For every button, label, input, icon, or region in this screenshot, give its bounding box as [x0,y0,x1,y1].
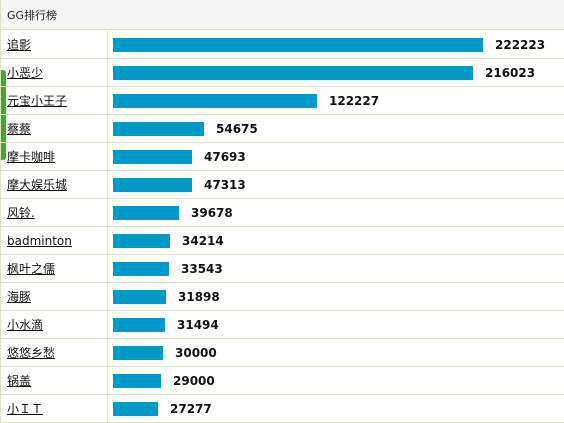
bar-cell: 27277 [109,395,564,422]
player-name-link[interactable]: badminton [7,233,72,248]
bar-cell: 31494 [109,311,564,338]
name-cell: 锅盖 [1,367,108,394]
score-value: 30000 [175,346,217,360]
bar-cell: 122227 [109,87,564,114]
bar-cell: 54675 [109,115,564,142]
panel-header: GG排行榜 [1,0,564,30]
player-name-link[interactable]: 海豚 [7,290,32,304]
score-value: 31898 [178,290,220,304]
score-bar [113,178,192,192]
ranking-row: 摩大娱乐城 47313 [1,171,564,199]
bar-cell: 47313 [109,171,564,198]
ranking-row: 小恶少 216023 [1,59,564,87]
score-value: 31494 [177,318,219,332]
player-name-link[interactable]: 追影 [7,38,32,52]
score-bar [113,318,165,332]
player-name-link[interactable]: 悠悠乡愁 [7,346,56,360]
score-bar [113,290,166,304]
name-cell: badminton [1,227,108,254]
score-bar [113,374,161,388]
player-name-link[interactable]: 小恶少 [7,66,44,80]
ranking-row: 摩卡咖啡 47693 [1,143,564,171]
ranking-row: 小水滴 31494 [1,311,564,339]
side-tab-handle[interactable] [1,70,6,160]
score-bar [113,122,204,136]
name-cell: 小ＩＴ [1,395,108,422]
score-value: 54675 [216,122,258,136]
ranking-row: 枫叶之儒 33543 [1,255,564,283]
score-bar [113,66,473,80]
score-value: 34214 [182,234,224,248]
ranking-row: 元宝小王子 122227 [1,87,564,115]
bar-cell: 222223 [109,31,564,58]
bar-cell: 31898 [109,283,564,310]
name-cell: 悠悠乡愁 [1,339,108,366]
bar-cell: 34214 [109,227,564,254]
bar-cell: 30000 [109,339,564,366]
ranking-row: 蔡蔡 54675 [1,115,564,143]
name-cell: 小恶少 [1,59,108,86]
ranking-list: 追影 222223 小恶少 216023 元宝小王子 122227 蔡蔡 54675 摩卡咖啡 4… [1,31,564,423]
score-bar [113,94,317,108]
player-name-link[interactable]: 锅盖 [7,374,32,388]
name-cell: 枫叶之儒 [1,255,108,282]
score-bar [113,150,192,164]
ranking-row: badminton 34214 [1,227,564,255]
name-cell: 小水滴 [1,311,108,338]
score-value: 39678 [191,206,233,220]
ranking-row: 锅盖 29000 [1,367,564,395]
score-bar [113,346,163,360]
score-bar [113,402,158,416]
player-name-link[interactable]: 枫叶之儒 [7,262,56,276]
player-name-link[interactable]: 小ＩＴ [7,402,44,416]
score-value: 33543 [181,262,223,276]
score-value: 29000 [173,374,215,388]
ranking-row: 悠悠乡愁 30000 [1,339,564,367]
score-value: 216023 [485,66,536,80]
name-cell: 追影 [1,31,108,58]
player-name-link[interactable]: 小水滴 [7,318,44,332]
score-bar [113,38,483,52]
bar-cell: 33543 [109,255,564,282]
name-cell: 海豚 [1,283,108,310]
player-name-link[interactable]: 蔡蔡 [7,122,32,136]
bar-cell: 47693 [109,143,564,170]
player-name-link[interactable]: 元宝小王子 [7,94,68,108]
ranking-row: 海豚 31898 [1,283,564,311]
score-bar [113,234,170,248]
score-value: 122227 [329,94,380,108]
score-value: 222223 [495,38,546,52]
name-cell: 蔡蔡 [1,115,108,142]
score-bar [113,262,169,276]
ranking-row: 追影 222223 [1,31,564,59]
bar-cell: 29000 [109,367,564,394]
name-cell: 风铃. [1,199,108,226]
name-cell: 摩卡咖啡 [1,143,108,170]
bar-cell: 216023 [109,59,564,86]
name-cell: 摩大娱乐城 [1,171,108,198]
panel-title: GG排行榜 [7,8,58,22]
score-value: 47313 [204,178,246,192]
name-cell: 元宝小王子 [1,87,108,114]
score-bar [113,206,179,220]
player-name-link[interactable]: 摩卡咖啡 [7,150,56,164]
player-name-link[interactable]: 摩大娱乐城 [7,178,68,192]
ranking-row: 小ＩＴ 27277 [1,395,564,423]
ranking-row: 风铃. 39678 [1,199,564,227]
player-name-link[interactable]: 风铃. [7,206,35,220]
score-value: 27277 [170,402,212,416]
score-value: 47693 [204,150,246,164]
bar-cell: 39678 [109,199,564,226]
